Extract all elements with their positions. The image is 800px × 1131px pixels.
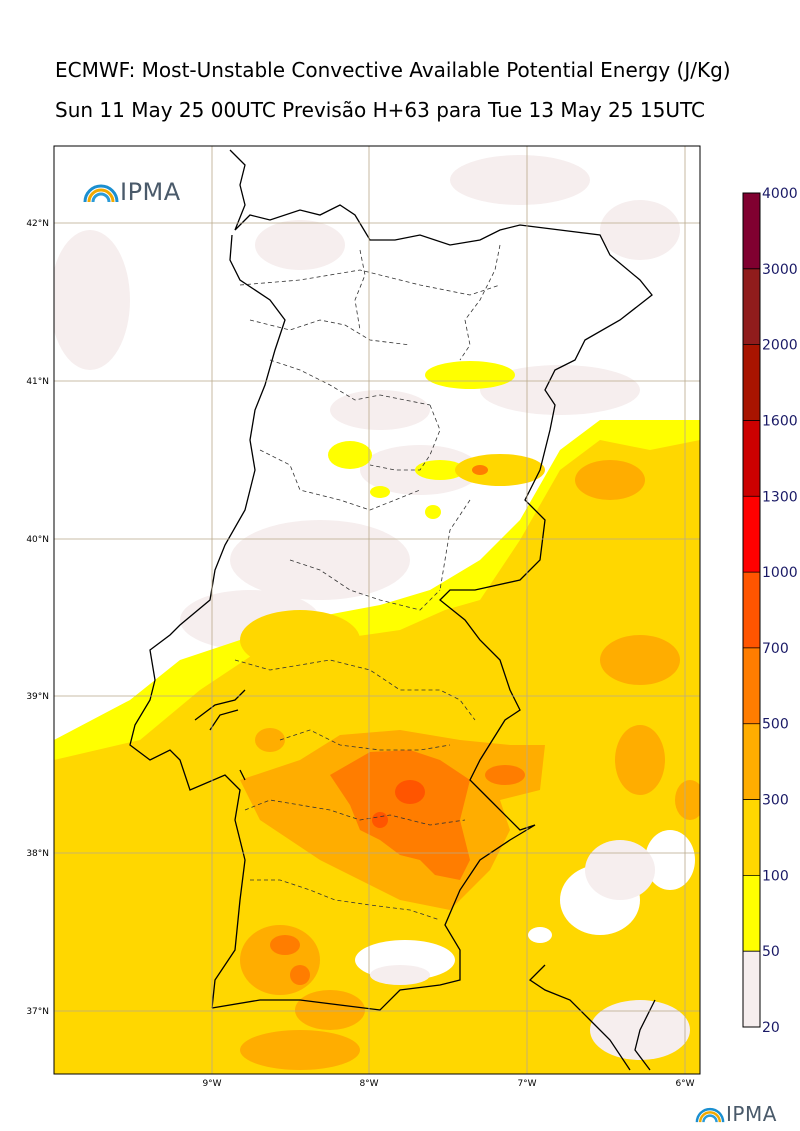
lat-label: 39°N [26, 692, 49, 702]
colorbar-label: 1000 [762, 565, 798, 581]
colorbar-band [743, 572, 760, 648]
colorbar-band [743, 647, 760, 724]
rainbow-icon [695, 1107, 725, 1123]
ipma-logo-footer: IPMA [694, 1102, 777, 1126]
lat-label: 38°N [26, 849, 49, 859]
colorbar-label: 2000 [762, 338, 798, 354]
graticule [54, 146, 700, 1074]
colorbar-band [743, 496, 760, 573]
cape-50-patches [328, 361, 700, 519]
colorbar-label: 100 [762, 868, 789, 884]
colorbar-band [743, 875, 760, 952]
colorbar-label: 20 [762, 1020, 780, 1036]
lat-label: 42°N [26, 219, 49, 229]
logo-text: IPMA [726, 1102, 777, 1126]
colorbar: 20 50 100 300 500 700 1000 1300 1600 2000 3000 4000 [742, 186, 798, 1036]
chart-subtitle: Sun 11 May 25 00UTC Previsão H+63 para T… [55, 98, 705, 122]
colorbar-band [743, 799, 760, 876]
colorbar-label: 700 [762, 641, 789, 657]
tagus-estuary [194, 689, 246, 781]
ipma-logo: IPMA [82, 178, 181, 206]
district-boundaries [234, 244, 501, 921]
map-frame [53, 145, 701, 1075]
colorbar-band [743, 268, 760, 345]
chart-title: ECMWF: Most-Unstable Convective Availabl… [55, 58, 731, 82]
lon-label: 6°W [675, 1079, 694, 1089]
spain-coast [528, 964, 656, 1071]
lon-label: 8°W [359, 1079, 378, 1089]
colorbar-label: 300 [762, 793, 789, 809]
colorbar-label: 1600 [762, 413, 798, 429]
rainbow-icon [83, 184, 119, 203]
colorbar-band [743, 723, 760, 800]
lat-label: 40°N [26, 535, 49, 545]
lat-label: 41°N [26, 377, 49, 387]
colorbar-label: 1300 [762, 489, 798, 505]
colorbar-band [743, 193, 760, 269]
colorbar-label: 50 [762, 944, 780, 960]
lon-label: 9°W [202, 1079, 221, 1089]
lon-label: 7°W [517, 1079, 536, 1089]
colorbar-label: 500 [762, 717, 789, 733]
colorbar-band [743, 951, 760, 1027]
cape-100-patches [240, 454, 545, 670]
colorbar-label: 3000 [762, 262, 798, 278]
colorbar-label: 4000 [762, 186, 798, 202]
cape-low-patches-south [370, 840, 690, 1060]
coastline [129, 149, 653, 1011]
colorbar-band [743, 344, 760, 421]
lat-label: 37°N [26, 1007, 49, 1017]
map-field [54, 146, 700, 1074]
logo-text: IPMA [120, 178, 181, 206]
colorbar-band [743, 420, 760, 497]
cape-500-area [270, 465, 525, 985]
